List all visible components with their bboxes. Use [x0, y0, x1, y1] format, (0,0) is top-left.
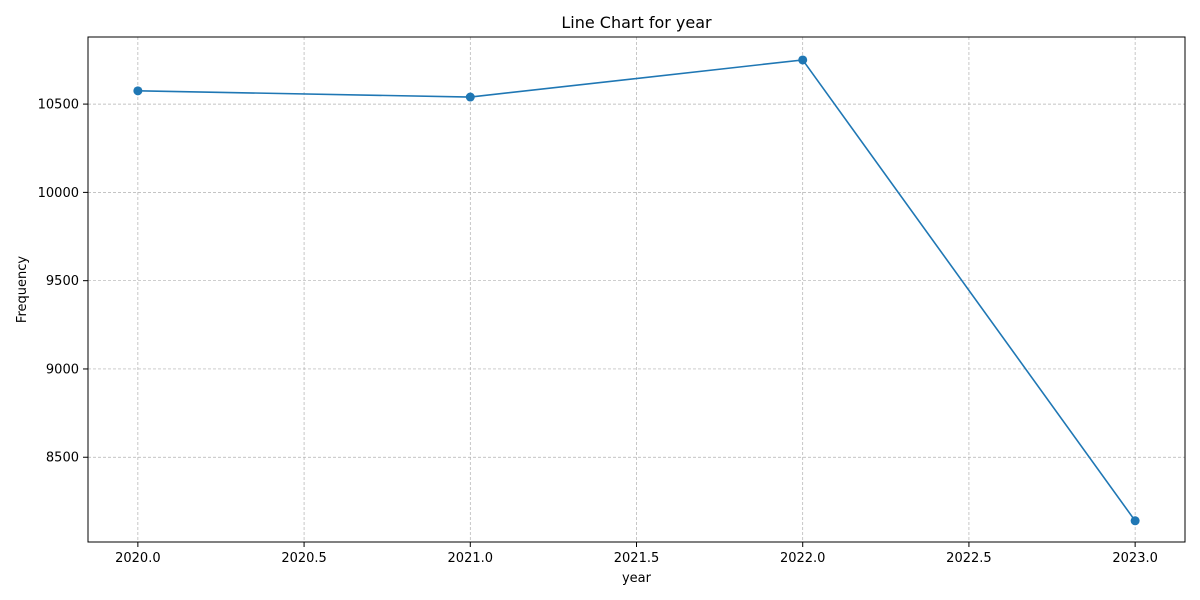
series-line [137, 59, 1136, 522]
y-axis-label: Frequency [15, 256, 30, 323]
data-point [133, 86, 143, 96]
x-tick-label: 2023.0 [1112, 551, 1158, 566]
y-tick-label: 9000 [46, 362, 79, 377]
grid-layer [88, 37, 1185, 542]
x-axis-label: year [622, 571, 652, 586]
x-tick-label: 2020.5 [281, 551, 327, 566]
axes-layer: 2020.0 2020.5 2021.0 2021.5 2022.0 2022.5 2023… [38, 36, 1186, 566]
chart-title: Line Chart for year [561, 13, 712, 32]
data-point [798, 55, 808, 65]
x-tick-label: 2021.5 [614, 551, 660, 566]
y-tick-label: 10000 [38, 186, 79, 201]
series-layer [133, 55, 1140, 526]
y-tick-label: 10500 [38, 98, 79, 113]
y-tick-label: 9500 [46, 274, 79, 289]
y-tick-label: 8500 [46, 451, 79, 466]
x-tick-label: 2020.0 [115, 551, 161, 566]
x-tick-label: 2022.0 [780, 551, 826, 566]
label-layer: Line Chart for year year Frequency [15, 13, 712, 586]
x-tick-label: 2021.0 [448, 551, 494, 566]
data-point [1130, 516, 1140, 526]
data-point [465, 92, 475, 102]
x-tick-label: 2022.5 [946, 551, 992, 566]
